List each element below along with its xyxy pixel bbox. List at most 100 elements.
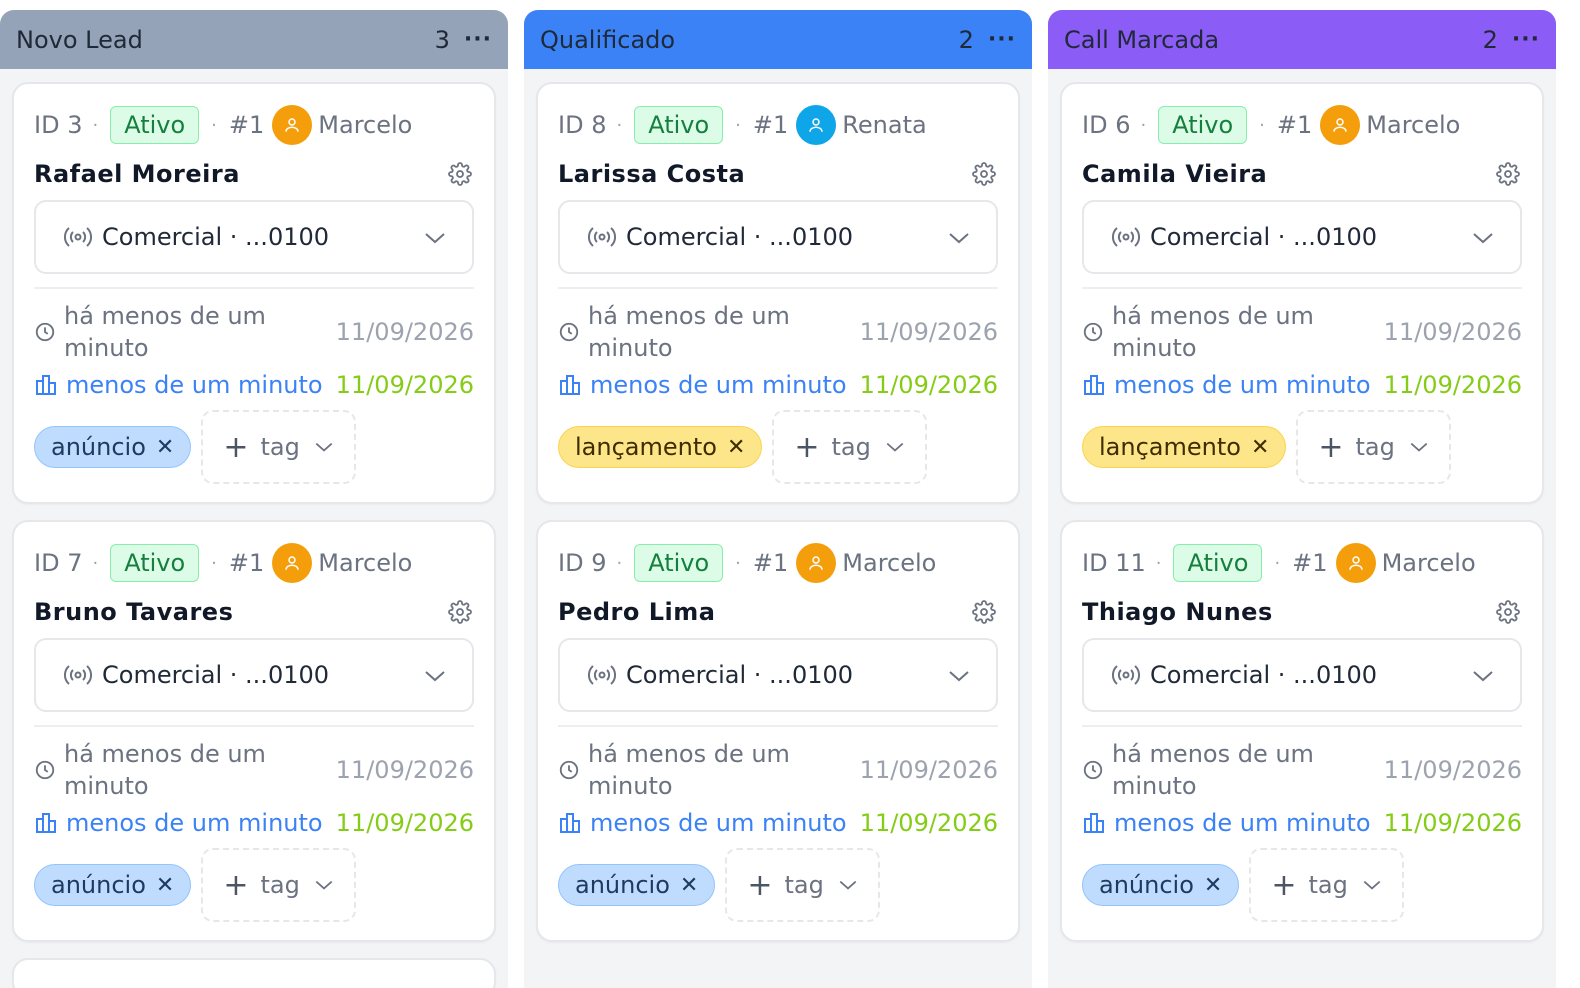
lead-name[interactable]: Camila Vieira — [1082, 160, 1268, 188]
close-icon[interactable]: ✕ — [1250, 434, 1270, 460]
lead-card[interactable]: ID 7 · Ativo · #1 Marcelo Bruno Tavares … — [12, 520, 496, 942]
assignee-name[interactable]: Renata — [842, 111, 927, 139]
channel-select[interactable]: Comercial · ...0100 — [34, 638, 474, 712]
gear-icon[interactable] — [972, 600, 996, 624]
lead-card[interactable]: ID 6 · Ativo · #1 Marcelo Camila Vieira … — [1060, 82, 1544, 504]
close-icon[interactable]: ✕ — [155, 872, 175, 898]
lead-id: ID 9 — [558, 549, 607, 577]
clock-icon — [558, 759, 580, 781]
sequence-number: #1 — [1292, 549, 1328, 577]
status-badge: Ativo — [634, 544, 724, 582]
lead-name[interactable]: Rafael Moreira — [34, 160, 240, 188]
broadcast-icon — [586, 663, 618, 687]
channel-select[interactable]: Comercial · ...0100 — [558, 638, 998, 712]
lead-name[interactable]: Thiago Nunes — [1082, 598, 1273, 626]
gear-icon[interactable] — [1496, 600, 1520, 624]
close-icon[interactable]: ✕ — [679, 872, 699, 898]
tag-label: anúncio — [1099, 871, 1194, 899]
lead-name[interactable]: Pedro Lima — [558, 598, 716, 626]
channel-select[interactable]: Comercial · ...0100 — [34, 200, 474, 274]
close-icon[interactable]: ✕ — [726, 434, 746, 460]
add-tag-button[interactable]: + tag — [201, 848, 356, 922]
add-tag-button[interactable]: + tag — [1296, 410, 1451, 484]
broadcast-icon — [62, 225, 94, 249]
lead-name[interactable]: Larissa Costa — [558, 160, 746, 188]
channel-select[interactable]: Comercial · ...0100 — [1082, 638, 1522, 712]
lead-card-partial[interactable] — [12, 958, 496, 988]
plus-icon: + — [1271, 867, 1297, 903]
close-icon[interactable]: ✕ — [1203, 872, 1223, 898]
assignee-name[interactable]: Marcelo — [1366, 111, 1461, 139]
column-qualificado: Qualificado 2 ··· ID 8 · Ativo · #1 Rena… — [524, 10, 1032, 988]
gear-icon[interactable] — [448, 162, 472, 186]
tag-label: anúncio — [51, 871, 146, 899]
channel-label: Comercial · ...0100 — [626, 223, 854, 251]
lead-card[interactable]: ID 3 · Ativo · #1 Marcelo Rafael Moreira… — [12, 82, 496, 504]
column-menu-button[interactable]: ··· — [987, 27, 1016, 52]
sequence-number: #1 — [228, 111, 265, 139]
lead-name[interactable]: Bruno Tavares — [34, 598, 234, 626]
channel-label: Comercial · ...0100 — [1150, 661, 1378, 689]
column-menu-button[interactable]: ··· — [463, 27, 492, 52]
created-time-row: há menos de um minuto 11/09/2026 — [34, 740, 474, 800]
column-menu-button[interactable]: ··· — [1511, 27, 1540, 52]
chevron-down-icon — [948, 223, 970, 251]
sequence-number: #1 — [752, 111, 789, 139]
created-relative: há menos de um minuto — [1112, 740, 1314, 800]
gear-icon[interactable] — [1496, 162, 1520, 186]
add-tag-label: tag — [1308, 871, 1348, 899]
clock-icon — [1082, 321, 1104, 343]
add-tag-button[interactable]: + tag — [1249, 848, 1404, 922]
divider — [558, 287, 998, 289]
add-tag-button[interactable]: + tag — [772, 410, 927, 484]
column-count: 2 — [1482, 25, 1498, 54]
assignee-name[interactable]: Marcelo — [318, 111, 413, 139]
card-meta: ID 6 · Ativo · #1 Marcelo — [1082, 104, 1522, 146]
user-icon — [272, 105, 313, 145]
plus-icon: + — [223, 867, 249, 903]
created-date: 11/09/2026 — [335, 318, 474, 346]
separator-dot: · — [735, 114, 741, 136]
created-time-row: há menos de um minuto 11/09/2026 — [1082, 302, 1522, 362]
created-relative: há menos de um minuto — [64, 302, 266, 362]
assignee-name[interactable]: Marcelo — [1381, 549, 1476, 577]
channel-select[interactable]: Comercial · ...0100 — [558, 200, 998, 274]
lead-card[interactable]: ID 9 · Ativo · #1 Marcelo Pedro Lima Com… — [536, 520, 1020, 942]
assignee-name[interactable]: Marcelo — [842, 549, 937, 577]
status-badge: Ativo — [634, 106, 724, 144]
tag-list: anúncio ✕ + tag — [34, 410, 474, 484]
close-icon[interactable]: ✕ — [155, 434, 175, 460]
separator-dot: · — [92, 552, 99, 574]
add-tag-label: tag — [260, 433, 300, 461]
channel-select[interactable]: Comercial · ...0100 — [1082, 200, 1522, 274]
sequence-number: #1 — [752, 549, 789, 577]
broadcast-icon — [62, 663, 94, 687]
chevron-down-icon — [1472, 661, 1494, 689]
plus-icon: + — [1318, 429, 1344, 465]
user-icon — [796, 543, 837, 583]
assignee-name[interactable]: Marcelo — [318, 549, 413, 577]
sequence-number: #1 — [228, 549, 265, 577]
created-date: 11/09/2026 — [1383, 318, 1522, 346]
channel-label: Comercial · ...0100 — [626, 661, 854, 689]
building-icon — [1082, 373, 1106, 397]
lead-id: ID 8 — [558, 111, 607, 139]
separator-dot: · — [1259, 114, 1265, 136]
add-tag-button[interactable]: + tag — [725, 848, 880, 922]
status-badge: Ativo — [1158, 106, 1248, 144]
lead-card[interactable]: ID 11 · Ativo · #1 Marcelo Thiago Nunes … — [1060, 520, 1544, 942]
chevron-down-icon — [424, 661, 446, 689]
card-meta: ID 8 · Ativo · #1 Renata — [558, 104, 998, 146]
gear-icon[interactable] — [972, 162, 996, 186]
add-tag-button[interactable]: + tag — [201, 410, 356, 484]
column-header: Call Marcada 2 ··· — [1048, 10, 1556, 69]
column-header: Qualificado 2 ··· — [524, 10, 1032, 69]
response-date: 11/09/2026 — [859, 371, 998, 399]
response-time-row: menos de um minuto 11/09/2026 — [34, 368, 474, 402]
chevron-down-icon — [424, 223, 446, 251]
plus-icon: + — [794, 429, 820, 465]
gear-icon[interactable] — [448, 600, 472, 624]
lead-card[interactable]: ID 8 · Ativo · #1 Renata Larissa Costa C… — [536, 82, 1020, 504]
card-meta: ID 9 · Ativo · #1 Marcelo — [558, 542, 998, 584]
clock-icon — [34, 759, 56, 781]
